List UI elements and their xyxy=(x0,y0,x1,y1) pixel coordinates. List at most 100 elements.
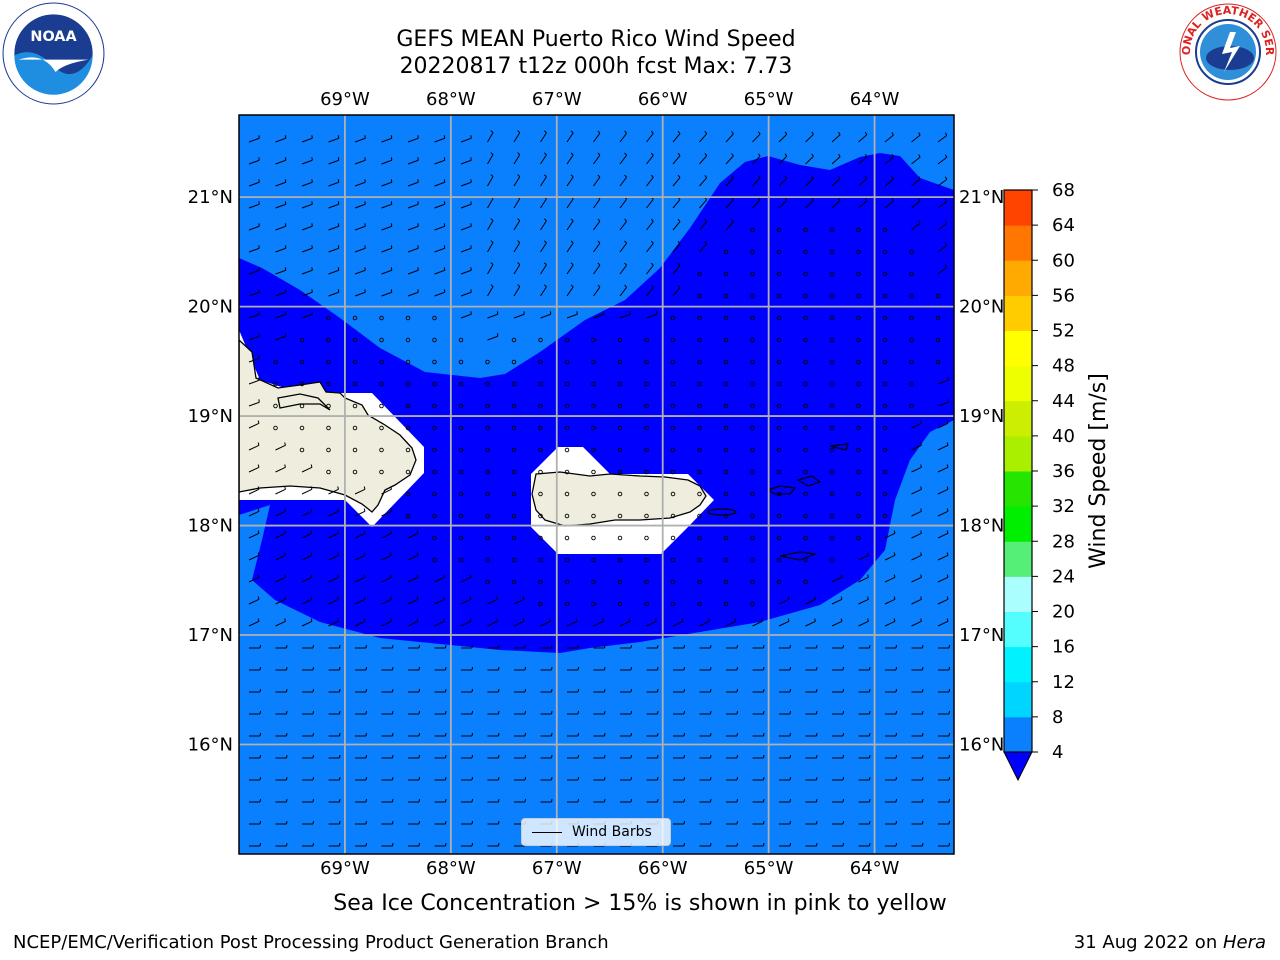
wind-barb-flag xyxy=(683,666,686,671)
wind-barb-flag xyxy=(657,688,659,693)
wind-barb-flag xyxy=(710,688,712,693)
wind-barb-flag xyxy=(258,267,260,271)
wind-barb xyxy=(354,137,366,143)
colorbar-tick-label: 40 xyxy=(1052,426,1075,447)
wind-barb-flag xyxy=(895,710,898,715)
wind-4-8-region xyxy=(239,153,954,653)
calm-marker xyxy=(750,579,755,585)
wind-barb xyxy=(513,132,521,143)
lon-label-bottom: 67°W xyxy=(532,858,582,879)
wind-barb-flag xyxy=(259,644,262,649)
wind-barb-flag xyxy=(650,130,654,134)
wind-barb xyxy=(593,313,605,319)
calm-marker xyxy=(829,469,835,475)
calm-marker xyxy=(379,447,384,453)
wind-barb-flag xyxy=(258,311,260,315)
wind-barb xyxy=(301,225,313,231)
wind-barb xyxy=(460,313,472,319)
wind-barb xyxy=(407,269,419,275)
wind-barb-flag xyxy=(895,820,898,825)
wind-barb-flag xyxy=(630,754,633,759)
wind-barb-flag xyxy=(443,201,446,205)
wind-barb-flag xyxy=(416,530,419,534)
wind-barb-flag xyxy=(657,732,659,737)
wind-barb xyxy=(248,269,260,275)
wind-barb-flag xyxy=(365,820,368,825)
wind-barb-flag xyxy=(339,842,341,847)
wind-barb-flag xyxy=(946,618,949,622)
wind-barb xyxy=(248,357,260,363)
wind-barb xyxy=(407,291,419,297)
calm-marker xyxy=(617,425,623,431)
wind-barb-flag xyxy=(417,179,419,183)
calm-marker xyxy=(458,491,464,497)
wind-barb-flag xyxy=(650,262,654,266)
wind-barb xyxy=(831,178,841,187)
wind-barb-flag xyxy=(577,732,580,737)
wind-barb-flag xyxy=(445,798,447,803)
wind-barb-flag xyxy=(597,284,601,288)
wind-barb-flag xyxy=(842,776,845,781)
wind-barb xyxy=(699,177,708,187)
calm-marker xyxy=(405,491,411,497)
wind-barb xyxy=(699,221,708,231)
calm-marker xyxy=(723,403,729,409)
wind-barb-flag xyxy=(339,644,341,649)
wind-barb xyxy=(487,154,494,165)
calm-marker xyxy=(511,425,517,431)
calm-marker xyxy=(803,359,808,365)
calm-marker xyxy=(644,447,649,453)
calm-marker xyxy=(538,579,543,585)
wind-barb xyxy=(646,221,654,231)
calm-marker xyxy=(458,469,464,475)
wind-barb-flag xyxy=(551,754,553,759)
calm-marker xyxy=(644,359,649,365)
wind-barb xyxy=(937,466,949,473)
wind-barb-flag xyxy=(763,732,765,737)
wind-barb-flag xyxy=(604,710,606,715)
wind-barb-flag xyxy=(543,240,547,244)
colorbar-tick-label: 8 xyxy=(1052,707,1063,728)
calm-marker xyxy=(697,491,702,497)
calm-marker xyxy=(909,337,914,343)
wind-barb-flag xyxy=(337,201,340,205)
wind-barb xyxy=(699,155,708,165)
wind-barb-flag xyxy=(650,152,654,156)
wind-barb-flag xyxy=(311,311,313,315)
calm-marker xyxy=(591,557,596,563)
calm-marker xyxy=(776,249,782,255)
calm-marker xyxy=(299,403,305,409)
wind-barb-flag xyxy=(445,644,447,649)
wind-barb-flag xyxy=(258,289,260,293)
wind-barb-flag xyxy=(789,666,792,671)
wind-barb-flag xyxy=(920,486,922,490)
wind-barb-flag xyxy=(517,284,521,288)
wind-barb-flag xyxy=(258,333,260,337)
calm-marker xyxy=(405,315,411,321)
wind-barb xyxy=(407,620,419,627)
wind-barb xyxy=(275,203,287,209)
wind-barb-flag xyxy=(893,596,896,600)
calm-marker xyxy=(829,513,835,519)
wind-barb-flag xyxy=(736,710,739,715)
wind-barb xyxy=(911,488,922,495)
colorbar-tick-label: 44 xyxy=(1052,391,1075,412)
wind-barb-flag xyxy=(816,644,818,649)
wind-barb-flag xyxy=(710,776,712,781)
wind-barb-flag xyxy=(763,754,765,759)
wind-barb-flag xyxy=(814,596,816,600)
wind-barb-flag xyxy=(445,666,447,671)
wind-barb-flag xyxy=(657,666,659,671)
wind-barb-flag xyxy=(390,223,393,227)
colorbar-segment xyxy=(1004,435,1032,472)
wind-barb xyxy=(884,554,896,561)
wind-barb-flag xyxy=(257,464,260,468)
calm-marker xyxy=(803,557,808,563)
wind-barb xyxy=(831,598,843,605)
wind-barb-flag xyxy=(683,842,686,847)
wind-barb-flag xyxy=(577,644,580,649)
wind-barb xyxy=(937,510,949,517)
wind-barb-flag xyxy=(284,245,287,249)
calm-marker xyxy=(511,337,517,343)
calm-marker xyxy=(909,403,914,409)
